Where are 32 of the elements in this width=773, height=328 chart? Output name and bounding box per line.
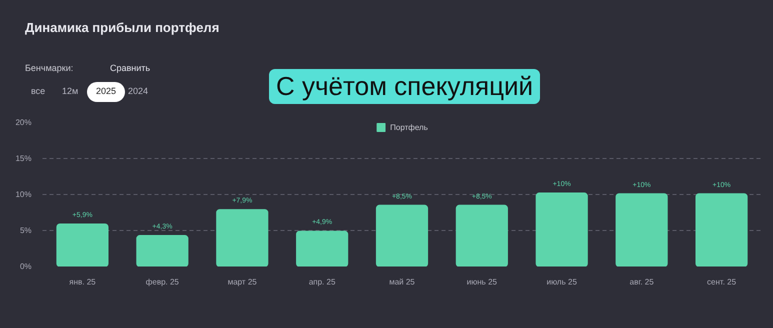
text: С учётом спекуляций	[269, 69, 540, 104]
x-tick-label: февр. 25	[146, 278, 180, 286]
bar	[136, 235, 188, 266]
x-tick-label: авг. 25	[630, 278, 654, 286]
bar	[376, 204, 428, 266]
text: 2025	[87, 82, 126, 102]
bar	[296, 230, 348, 266]
x-tick-label: март 25	[228, 278, 258, 286]
text: 12м	[62, 86, 78, 97]
x-tick-label: янв. 25	[69, 278, 96, 286]
bar	[536, 192, 588, 266]
bar	[695, 193, 748, 266]
chart-title: Динамика прибыли портфеля	[25, 20, 220, 36]
y-tick-label: 20%	[15, 118, 32, 127]
bar	[216, 209, 268, 266]
text: 2024	[128, 86, 148, 97]
y-tick-label: 15%	[15, 154, 32, 163]
x-tick-label: апр. 25	[308, 278, 336, 286]
y-tick-label: 5%	[20, 226, 32, 235]
text: все	[31, 86, 46, 97]
text: Сравнить	[110, 63, 150, 74]
legend-label: Портфель	[390, 122, 428, 132]
bar	[616, 193, 668, 266]
y-tick-label: 0%	[20, 262, 32, 271]
x-tick-label: май 25	[389, 278, 416, 286]
bar	[456, 204, 508, 266]
bar	[56, 224, 109, 266]
x-tick-label: сент. 25	[707, 278, 737, 286]
x-tick-label: июль 25	[546, 278, 578, 286]
x-tick-label: июнь 25	[466, 278, 498, 286]
text: Бенчмарки:	[25, 63, 74, 74]
y-tick-label: 10%	[15, 190, 32, 199]
